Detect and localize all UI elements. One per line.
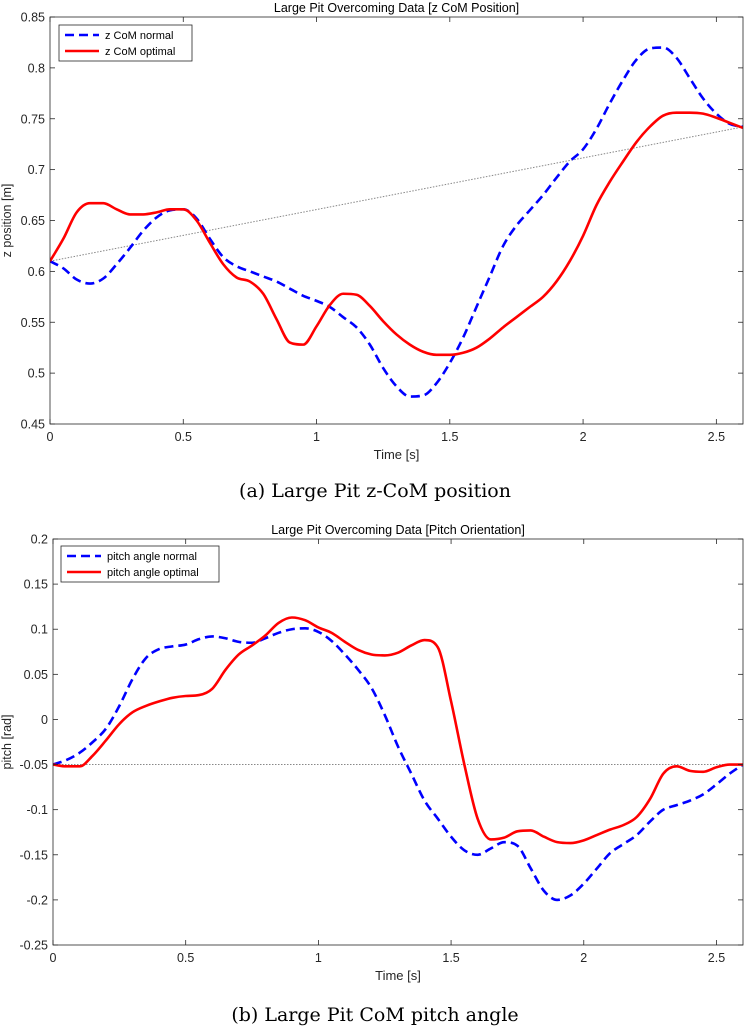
chart2-x-tick-label: 1 [315, 951, 322, 965]
chart2-legend-label: pitch angle optimal [107, 567, 199, 579]
chart2-series-line-optimal [53, 616, 743, 845]
chart2-y-tick-label: -0.2 [26, 893, 48, 907]
caption-a: (a) Large Pit z-CoM position [239, 480, 511, 502]
chart2-y-tick-label: -0.05 [20, 758, 49, 772]
chart1-y-axis-label: z position [m] [0, 184, 14, 258]
chart1-title: Large Pit Overcoming Data [z CoM Positio… [274, 1, 519, 15]
chart1-x-axis-label: Time [s] [374, 447, 420, 462]
chart2-x-tick-label: 0 [50, 951, 57, 965]
chart1-y-tick-label: 0.7 [28, 163, 45, 177]
chart1-x-tick-label: 1.5 [441, 430, 458, 444]
chart2-x-tick-label: 2 [580, 951, 587, 965]
chart1-series-line-normal [50, 46, 743, 398]
chart2-y-tick-label: -0.1 [26, 803, 48, 817]
chart1-y-tick-label: 0.55 [21, 316, 45, 330]
chart2-title: Large Pit Overcoming Data [Pitch Orienta… [271, 523, 525, 537]
chart1-legend-box [58, 24, 193, 62]
chart1-x-tick-label: 0.5 [175, 430, 192, 444]
chart2-x-axis-label: Time [s] [375, 968, 421, 983]
chart2-y-tick-label: -0.15 [20, 848, 49, 862]
chart1-y-tick-label: 0.8 [28, 61, 45, 75]
chart1-reference-line [50, 126, 743, 262]
chart1-y-tick-label: 0.75 [21, 112, 45, 126]
chart2-y-tick-label: 0 [41, 713, 48, 727]
chart2-y-tick-label: -0.25 [20, 939, 49, 953]
chart2-y-tick-label: 0.1 [31, 623, 48, 637]
chart1-y-tick-label: 0.5 [28, 367, 45, 381]
chart1-y-tick-label: 0.6 [28, 265, 45, 279]
chart1-x-tick-label: 2.5 [708, 430, 725, 444]
chart2-y-tick-label: 0.2 [31, 533, 48, 547]
chart2-series-line-normal [53, 627, 743, 902]
chart1-x-tick-label: 2 [580, 430, 587, 444]
chart1-x-tick-label: 0 [47, 430, 54, 444]
chart1-y-tick-label: 0.65 [21, 214, 45, 228]
chart1-x-tick-label: 1 [313, 430, 320, 444]
chart2-y-tick-label: 0.05 [24, 668, 48, 682]
chart2-legend-label: pitch angle normal [107, 551, 197, 563]
caption-b: (b) Large Pit CoM pitch angle [231, 1004, 519, 1026]
chart2-x-tick-label: 2.5 [708, 951, 725, 965]
chart1-series-line-optimal [50, 111, 743, 357]
chart2-legend-box [60, 545, 220, 583]
chart1-plot-area [50, 17, 743, 424]
chart2-plot-area [53, 539, 743, 945]
chart1-legend-label: z CoM normal [105, 30, 173, 42]
chart1-y-tick-label: 0.85 [21, 11, 45, 25]
chart2-axes-frame [52, 538, 744, 946]
chart1-y-tick-label: 0.45 [21, 418, 45, 432]
chart2-x-tick-label: 1.5 [442, 951, 459, 965]
chart2-x-tick-label: 0.5 [177, 951, 194, 965]
chart2-y-tick-label: 0.15 [24, 578, 48, 592]
chart1-legend-label: z CoM optimal [105, 46, 175, 58]
chart2-y-axis-label: pitch [rad] [0, 715, 14, 770]
